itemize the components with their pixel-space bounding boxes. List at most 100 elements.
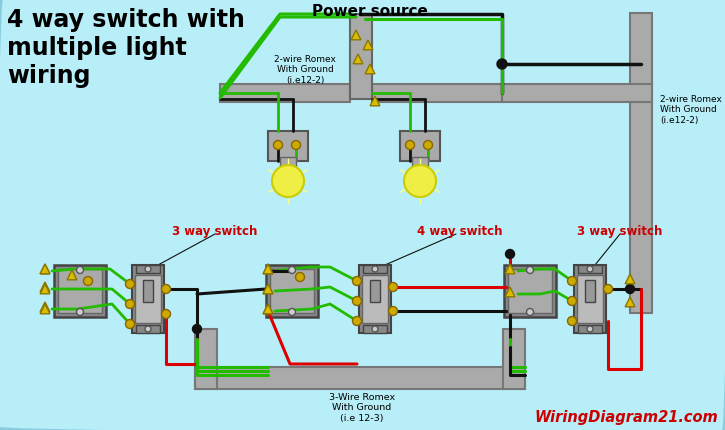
Circle shape (145, 326, 151, 332)
Text: Power source: Power source (312, 4, 428, 19)
Circle shape (389, 307, 397, 316)
Circle shape (372, 326, 378, 332)
Circle shape (125, 320, 135, 329)
Polygon shape (263, 304, 273, 314)
Circle shape (626, 285, 634, 294)
Circle shape (162, 285, 170, 294)
Bar (363, 265, 387, 273)
Circle shape (296, 273, 304, 282)
Bar (504, 265, 556, 317)
Text: 2-wire Romex
With Ground
(i.e12-2): 2-wire Romex With Ground (i.e12-2) (274, 55, 336, 85)
Circle shape (568, 297, 576, 306)
Circle shape (405, 141, 415, 150)
Bar (578, 325, 602, 333)
Circle shape (193, 325, 202, 334)
Bar (502, 85, 652, 103)
Bar (268, 132, 308, 162)
Bar (400, 132, 440, 162)
Bar (412, 158, 428, 168)
Circle shape (603, 285, 613, 294)
Polygon shape (625, 297, 635, 307)
Bar (135, 275, 161, 323)
Bar (270, 269, 314, 313)
Bar (280, 158, 296, 168)
Bar (132, 265, 164, 333)
Bar (350, 15, 372, 100)
Bar (359, 265, 391, 333)
Bar (136, 325, 160, 333)
Circle shape (162, 310, 170, 319)
Circle shape (352, 297, 362, 306)
Text: 4 way switch with
multiple light
wiring: 4 way switch with multiple light wiring (7, 8, 245, 87)
Bar (503, 329, 525, 389)
Polygon shape (353, 55, 363, 64)
Bar (372, 85, 502, 103)
Circle shape (272, 166, 304, 197)
Polygon shape (351, 31, 361, 41)
Circle shape (372, 266, 378, 272)
Bar (577, 275, 603, 323)
Text: 2-wire Romex
With Ground
(i.e12-2): 2-wire Romex With Ground (i.e12-2) (660, 95, 722, 125)
Bar (508, 269, 552, 313)
Bar (266, 265, 318, 317)
Circle shape (77, 309, 83, 316)
Bar (58, 269, 102, 313)
Polygon shape (263, 264, 273, 274)
Polygon shape (40, 284, 50, 294)
Polygon shape (365, 65, 375, 75)
Circle shape (526, 267, 534, 274)
Polygon shape (67, 270, 77, 280)
Circle shape (568, 317, 576, 326)
Text: WiringDiagram21.com: WiringDiagram21.com (534, 409, 718, 424)
Bar (54, 265, 106, 317)
Circle shape (83, 277, 93, 286)
Polygon shape (505, 287, 515, 297)
Polygon shape (363, 41, 373, 51)
Circle shape (125, 280, 135, 289)
Circle shape (291, 141, 300, 150)
Text: 3-Wire Romex
With Ground
(i.e 12-3): 3-Wire Romex With Ground (i.e 12-3) (329, 392, 395, 422)
Bar (362, 275, 388, 323)
Circle shape (568, 277, 576, 286)
Circle shape (273, 141, 283, 150)
Polygon shape (263, 304, 273, 314)
Polygon shape (625, 274, 635, 284)
Bar (630, 14, 652, 313)
Circle shape (77, 267, 83, 274)
Bar (363, 325, 387, 333)
Circle shape (404, 166, 436, 197)
Circle shape (526, 309, 534, 316)
Polygon shape (263, 284, 273, 294)
Bar (220, 85, 350, 103)
Bar (370, 280, 380, 302)
Bar (136, 265, 160, 273)
Bar (195, 367, 525, 389)
Circle shape (587, 326, 593, 332)
Circle shape (389, 283, 397, 292)
Polygon shape (263, 264, 273, 274)
Bar (578, 265, 602, 273)
Polygon shape (505, 264, 515, 274)
Text: 3 way switch: 3 way switch (577, 224, 663, 237)
Text: 4 way switch: 4 way switch (418, 224, 502, 237)
Circle shape (497, 60, 507, 70)
Polygon shape (40, 304, 50, 314)
Bar (585, 280, 595, 302)
Bar (574, 265, 606, 333)
Circle shape (423, 141, 433, 150)
Circle shape (352, 277, 362, 286)
Polygon shape (263, 284, 273, 294)
Polygon shape (40, 264, 50, 274)
Polygon shape (370, 97, 380, 107)
Polygon shape (40, 264, 50, 274)
Text: 3 way switch: 3 way switch (173, 224, 257, 237)
Bar (195, 329, 217, 389)
Polygon shape (40, 302, 50, 312)
Circle shape (505, 250, 515, 259)
Circle shape (289, 309, 296, 316)
Bar (143, 280, 153, 302)
Polygon shape (40, 283, 50, 292)
Circle shape (289, 267, 296, 274)
Circle shape (125, 300, 135, 309)
Circle shape (352, 317, 362, 326)
